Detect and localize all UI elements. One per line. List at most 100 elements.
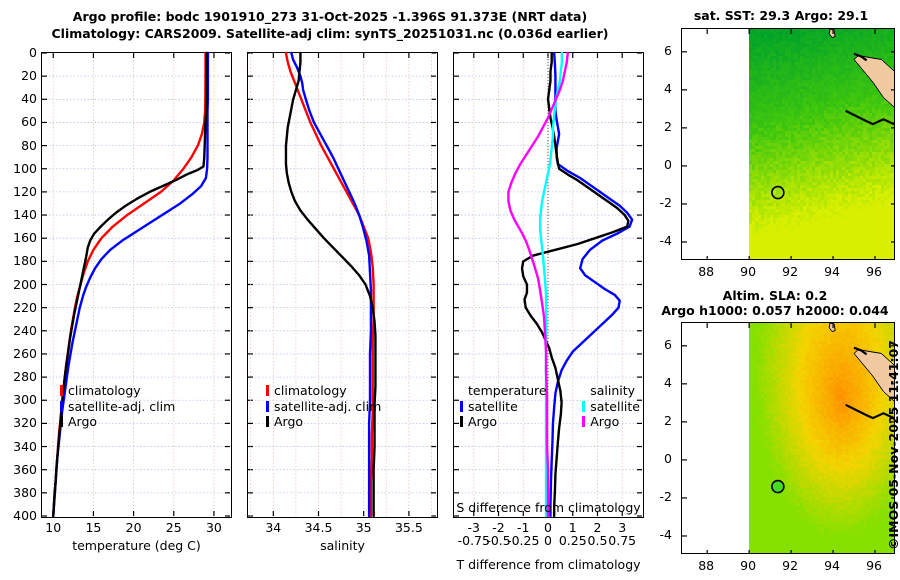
salinity-tick-label: 34 [265, 520, 282, 535]
s-difference-tick-label: 0.75 [608, 533, 637, 548]
depth-tick-label: 20 [21, 67, 37, 83]
salinity-tick-label: 34.5 [304, 520, 333, 535]
legend-item: satellite [460, 399, 547, 415]
latitude-tick-label: 6 [664, 42, 672, 58]
legend-label: satellite [590, 398, 640, 414]
sst-raster [682, 29, 894, 259]
legend-swatch-icon [582, 400, 586, 412]
depth-tick-label: 120 [13, 183, 37, 199]
salinity-tick-label: 35.5 [394, 520, 423, 535]
latitude-tick-label: -2 [659, 194, 672, 210]
legend-item: satellite [582, 399, 640, 415]
t-difference-tick-label: -1 [517, 520, 530, 535]
legend-swatch-icon [266, 416, 269, 428]
sla-map-title-line-1: Altim. SLA: 0.2 [722, 288, 828, 303]
difference-profile-panel: -3 -2 -1 0 1 2 3 -0.75 -0.5 -0.25 0 0.25 0.5 0.75 T … [453, 51, 644, 572]
temperature-tick-label: 25 [165, 520, 182, 535]
longitude-tick-label: 94 [824, 264, 840, 279]
legend-label: Argo [468, 414, 498, 429]
legend-label: climatology [68, 383, 141, 398]
legend-item: satellite-adj. clim [60, 399, 175, 415]
salinity-tick-label: 35 [355, 520, 372, 535]
copyright-text: ©IMOS 05-Nov-2025 11:41:07 [886, 340, 900, 550]
legend-label: satellite-adj. clim [274, 398, 382, 414]
s-difference-tick-label: -0.5 [486, 533, 511, 548]
latitude-tick-label: 6 [664, 336, 672, 352]
t-difference-tick-label: -3 [467, 520, 481, 535]
s-difference-tick-label: 0 [544, 533, 552, 548]
temperature-tick-label: 15 [85, 520, 102, 535]
depth-tick-label: 240 [13, 322, 37, 338]
legend-label: satellite [468, 398, 518, 414]
salinity-axis-title: salinity [320, 538, 365, 553]
t-difference-tick-label: 2 [593, 520, 602, 535]
legend-label: Argo [68, 414, 98, 429]
salinity-legend: climatology satellite-adj. clim Argo [266, 383, 381, 430]
difference-legend: temperature satellite Argo salinity satellit… [460, 383, 640, 430]
depth-tick-label: 140 [13, 206, 37, 222]
depth-tick-label: 260 [13, 345, 37, 361]
legend-label: Argo [274, 414, 304, 429]
depth-tick-label: 360 [13, 461, 37, 477]
s-difference-axis-title: S difference from climatology [456, 500, 641, 515]
legend-group-header: salinity [590, 383, 636, 398]
s-difference-tick-label: 0.25 [558, 533, 587, 548]
depth-tick-label: 180 [13, 253, 37, 269]
t-difference-tick-label: 1 [568, 520, 577, 535]
depth-tick-label: 340 [13, 438, 37, 454]
sla-map[interactable] [681, 322, 895, 554]
sla-map-title-line-2: Argo h1000: 0.057 h2000: 0.044 [661, 303, 889, 318]
page-title: Argo profile: bodc 1901910_273 31-Oct-20… [0, 8, 660, 42]
sst-overlay [682, 29, 894, 259]
latitude-tick-label: -4 [659, 232, 672, 248]
title-line-2: Climatology: CARS2009. Satellite-adj cli… [51, 26, 609, 41]
legend-swatch-icon [60, 400, 63, 412]
legend-group-header: temperature [468, 383, 547, 398]
legend-swatch-icon [60, 385, 63, 397]
depth-tick-label: 200 [13, 276, 37, 292]
depth-tick-label: 380 [13, 484, 37, 500]
legend-label: satellite-adj. clim [68, 398, 176, 414]
longitude-tick-label: 96 [866, 558, 882, 573]
s-difference-tick-label: -0.75 [457, 533, 490, 548]
depth-tick-label: 280 [13, 368, 37, 384]
longitude-tick-label: 88 [698, 264, 715, 279]
sla-overlay [682, 323, 894, 553]
temperature-tick-label: 10 [45, 520, 62, 535]
sst-map-title: sat. SST: 29.3 Argo: 29.1 [693, 8, 869, 23]
legend-group: salinity satellite Argo [582, 383, 640, 430]
longitude-tick-label: 96 [866, 264, 882, 279]
s-difference-tick-label: -0.25 [507, 533, 540, 548]
legend-swatch-icon [266, 400, 269, 412]
legend-item: Argo [60, 414, 175, 430]
t-difference-tick-label: 3 [618, 520, 627, 535]
legend-item: climatology [266, 383, 381, 399]
longitude-tick-label: 94 [824, 558, 840, 573]
legend-swatch-icon [266, 385, 269, 397]
sst-map[interactable] [681, 28, 895, 260]
temperature-profile-panel: 0 20 40 60 80 100 120 140 160 180 200 220 240 260 280 3… [13, 46, 232, 553]
latitude-tick-label: 4 [664, 80, 672, 96]
sla-raster [682, 323, 894, 553]
temperature-tick-label: 20 [125, 520, 142, 535]
salinity-plot-svg [248, 51, 436, 518]
longitude-tick-label: 90 [740, 558, 757, 573]
depth-tick-label: 40 [21, 91, 37, 107]
depth-tick-label: 400 [13, 507, 37, 523]
t-difference-tick-label: 0 [544, 520, 552, 535]
depth-tick-label: 320 [13, 415, 37, 431]
temperature-legend: climatology satellite-adj. clim Argo [60, 383, 175, 430]
longitude-tick-label: 92 [782, 264, 799, 279]
latitude-tick-label: 0 [664, 156, 672, 172]
legend-item: Argo [266, 414, 381, 430]
legend-item: satellite-adj. clim [266, 399, 381, 415]
longitude-tick-label: 92 [782, 558, 799, 573]
temperature-tick-label: 30 [205, 520, 222, 535]
legend-item: climatology [60, 383, 175, 399]
difference-plot-svg [454, 51, 642, 518]
latitude-tick-label: -4 [659, 526, 672, 542]
legend-swatch-icon [60, 416, 63, 428]
latitude-tick-label: 4 [664, 374, 672, 390]
longitude-tick-label: 88 [698, 558, 715, 573]
depth-tick-label: 0 [29, 44, 37, 60]
